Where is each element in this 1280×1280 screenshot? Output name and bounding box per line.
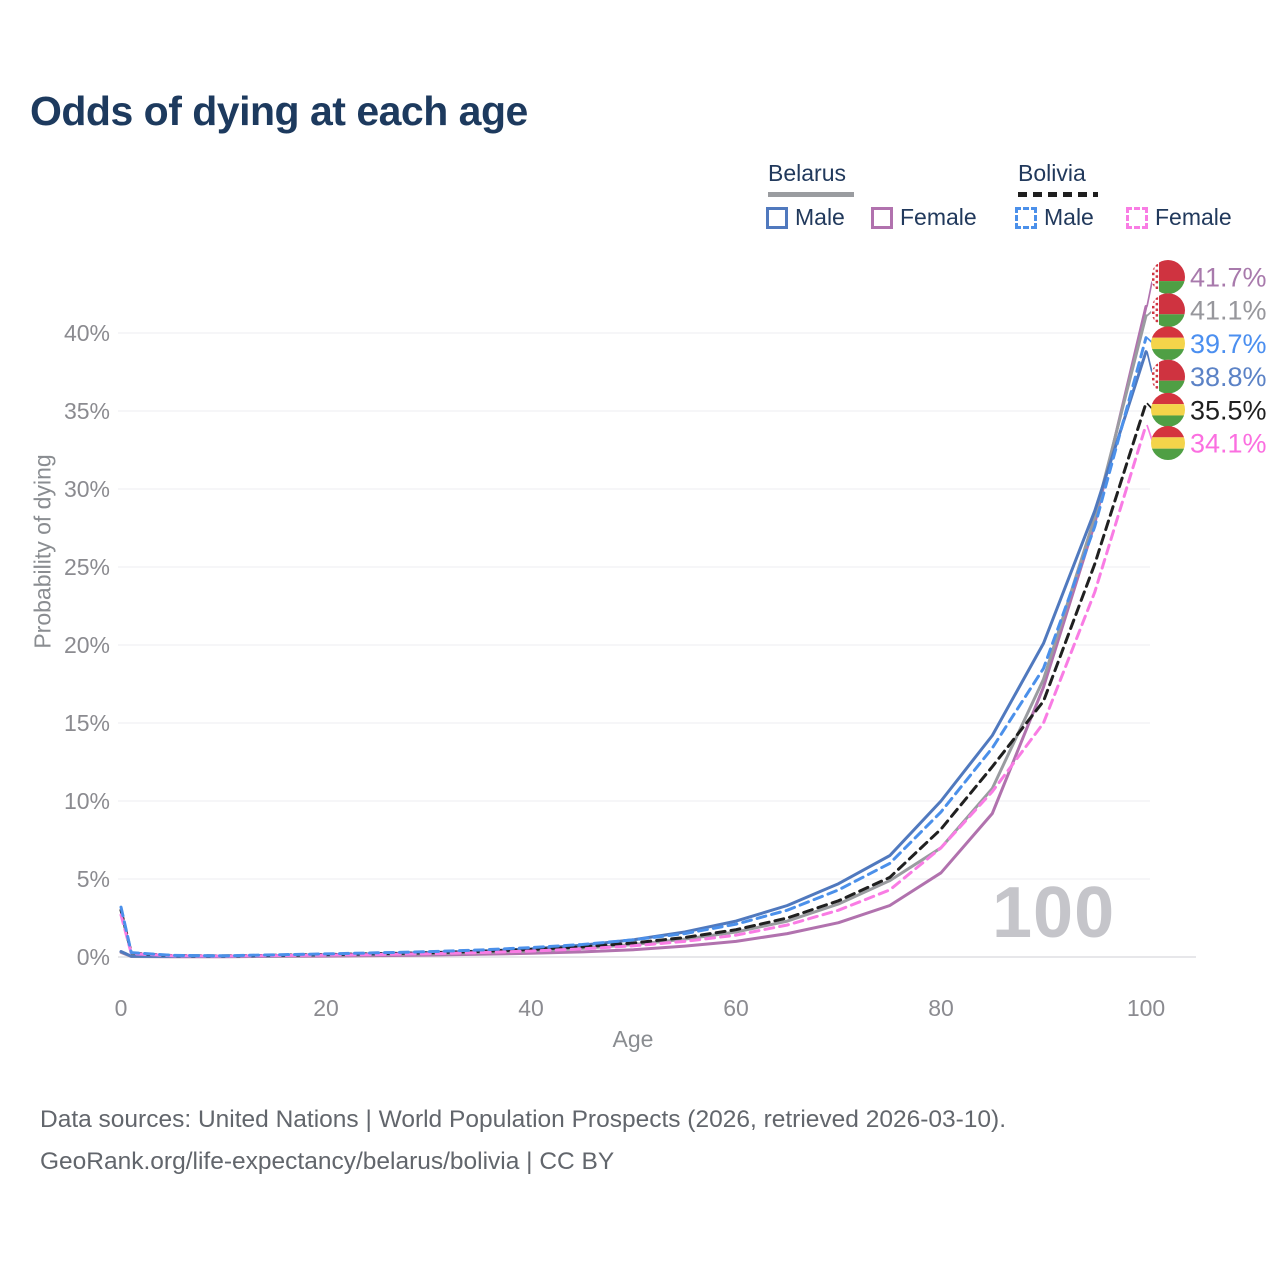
end-label-belarus-male: 38.8% <box>1151 359 1267 394</box>
svg-text:41.7%: 41.7% <box>1190 263 1267 293</box>
page-title: Odds of dying at each age <box>30 88 528 134</box>
belarus-flag-icon <box>1151 260 1185 294</box>
end-label-belarus-total: 41.1% <box>1151 293 1267 328</box>
legend-item-bolivia-male[interactable]: Male <box>1015 204 1094 231</box>
end-label-bolivia-male: 39.7% <box>1151 326 1267 361</box>
bolivia-flag-icon <box>1151 326 1185 361</box>
legend-line-sample-belarus <box>768 192 854 197</box>
svg-text:40: 40 <box>518 995 544 1021</box>
bolivia-female-checkbox-icon[interactable] <box>1126 206 1148 229</box>
svg-text:41.1%: 41.1% <box>1190 296 1267 326</box>
bolivia-flag-icon <box>1151 392 1185 427</box>
svg-text:38.8%: 38.8% <box>1190 362 1267 392</box>
svg-text:35.5%: 35.5% <box>1190 395 1267 425</box>
belarus-flag-icon <box>1151 293 1185 328</box>
svg-text:30%: 30% <box>64 476 110 502</box>
svg-text:0%: 0% <box>77 944 110 970</box>
legend-country-bolivia[interactable]: Bolivia <box>1018 160 1086 186</box>
bolivia-male-checkbox-icon[interactable] <box>1015 206 1037 229</box>
svg-text:35%: 35% <box>64 398 110 424</box>
belarus-flag-icon <box>1151 359 1185 394</box>
svg-text:20: 20 <box>313 995 339 1021</box>
svg-text:5%: 5% <box>77 866 110 892</box>
legend-item-belarus-female[interactable]: Female <box>871 204 977 231</box>
svg-text:60: 60 <box>723 995 749 1021</box>
age-cursor-watermark: 100 <box>992 873 1116 953</box>
belarus-female-checkbox-icon[interactable] <box>871 206 893 229</box>
end-label-bolivia-total: 35.5% <box>1151 392 1267 427</box>
legend-item-label: Female <box>1155 204 1232 230</box>
x-axis-title: Age <box>612 1026 654 1052</box>
legend-item-label: Male <box>795 204 845 230</box>
end-label-bolivia-female: 34.1% <box>1151 426 1267 460</box>
legend-line-sample-bolivia <box>1018 192 1098 197</box>
svg-text:0: 0 <box>115 995 128 1021</box>
svg-text:39.7%: 39.7% <box>1190 329 1267 359</box>
belarus-male-checkbox-icon[interactable] <box>766 206 788 229</box>
legend-item-label: Female <box>900 204 977 230</box>
legend-country-belarus[interactable]: Belarus <box>768 160 846 186</box>
end-label-belarus-female: 41.7% <box>1151 260 1267 294</box>
svg-text:25%: 25% <box>64 554 110 580</box>
bolivia-flag-icon <box>1151 426 1185 460</box>
footer-data-sources: Data sources: United Nations | World Pop… <box>40 1106 1007 1133</box>
svg-text:80: 80 <box>928 995 954 1021</box>
svg-text:10%: 10% <box>64 788 110 814</box>
y-axis-title: Probability of dying <box>29 454 56 649</box>
svg-text:40%: 40% <box>64 320 110 346</box>
legend-item-label: Male <box>1044 204 1094 230</box>
svg-text:34.1%: 34.1% <box>1190 429 1267 459</box>
legend-item-bolivia-female[interactable]: Female <box>1126 204 1232 231</box>
svg-text:20%: 20% <box>64 632 110 658</box>
footer-attribution: GeoRank.org/life-expectancy/belarus/boli… <box>40 1148 615 1175</box>
legend-item-belarus-male[interactable]: Male <box>766 204 845 231</box>
svg-text:15%: 15% <box>64 710 110 736</box>
svg-text:100: 100 <box>1127 995 1165 1021</box>
